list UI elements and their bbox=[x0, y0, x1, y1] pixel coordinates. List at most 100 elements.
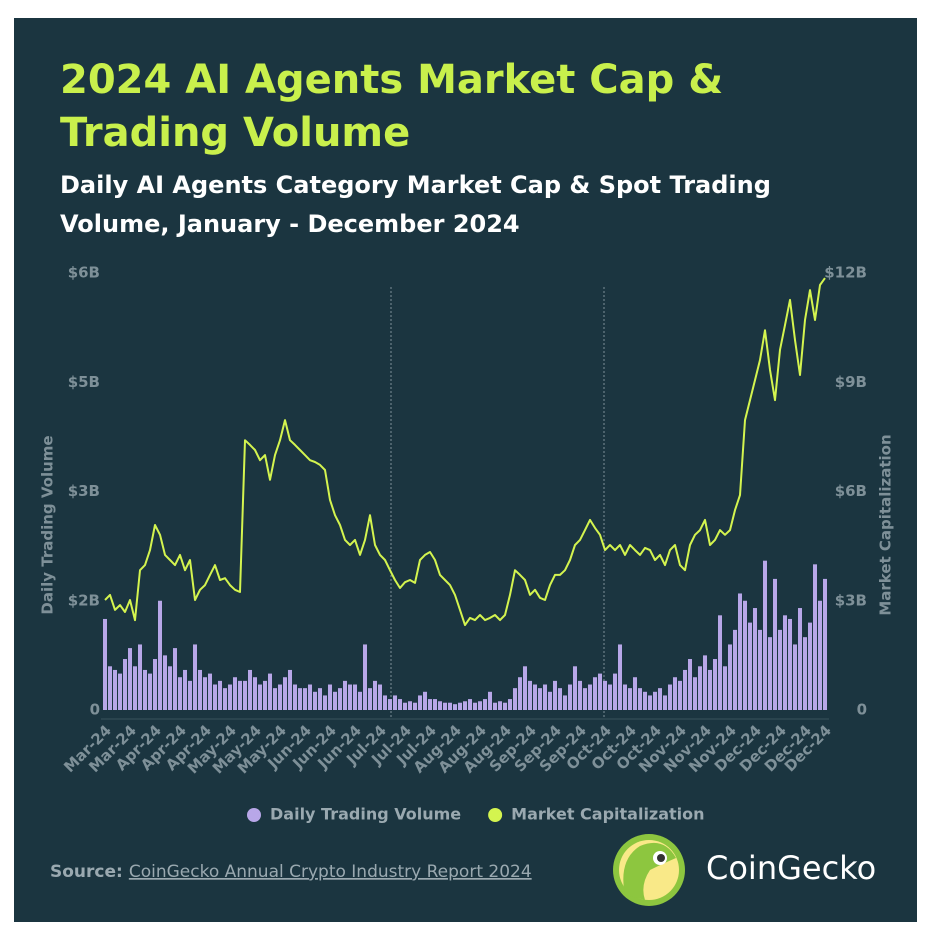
bar bbox=[368, 688, 372, 710]
bar bbox=[303, 688, 307, 710]
bar bbox=[713, 659, 717, 710]
bar bbox=[438, 701, 442, 710]
bar bbox=[293, 684, 297, 710]
bar bbox=[193, 644, 197, 710]
bar bbox=[343, 680, 347, 710]
bar bbox=[593, 677, 597, 710]
bar bbox=[183, 669, 187, 710]
bar bbox=[768, 637, 772, 710]
y-tick-label: $5B bbox=[68, 373, 100, 391]
bar bbox=[188, 680, 192, 710]
bar bbox=[733, 629, 737, 710]
bar bbox=[413, 702, 417, 710]
bar bbox=[238, 680, 242, 710]
bar bbox=[318, 688, 322, 710]
bar bbox=[308, 684, 312, 710]
bar bbox=[213, 684, 217, 710]
bar bbox=[688, 659, 692, 710]
bar bbox=[148, 673, 152, 710]
y2-tick-label: 0 bbox=[857, 701, 867, 719]
y-tick-label: 0 bbox=[90, 701, 100, 719]
bar bbox=[218, 680, 222, 710]
bar bbox=[423, 691, 427, 710]
bar bbox=[108, 666, 112, 710]
bar bbox=[578, 680, 582, 710]
bar bbox=[568, 684, 572, 710]
bar bbox=[758, 629, 762, 710]
bar bbox=[153, 659, 157, 710]
y-tick-label: $6B bbox=[68, 264, 100, 282]
legend-marker bbox=[488, 808, 503, 822]
bar bbox=[128, 648, 132, 710]
bar bbox=[663, 695, 667, 710]
source-link[interactable]: CoinGecko Annual Crypto Industry Report … bbox=[129, 862, 532, 882]
bar bbox=[273, 688, 277, 710]
bar bbox=[253, 677, 257, 710]
bar bbox=[473, 702, 477, 710]
bar bbox=[243, 680, 247, 710]
bar bbox=[323, 695, 327, 710]
bar bbox=[553, 680, 557, 710]
bar bbox=[138, 644, 142, 710]
bar bbox=[283, 677, 287, 710]
bar bbox=[338, 688, 342, 710]
line bbox=[104, 277, 826, 627]
legend-label: Daily Trading Volume bbox=[270, 805, 461, 824]
bar bbox=[483, 699, 487, 710]
bar bbox=[658, 688, 662, 710]
bar bbox=[648, 695, 652, 710]
bar bbox=[728, 644, 732, 710]
bar bbox=[503, 702, 507, 710]
source-label: Source: bbox=[50, 862, 123, 882]
bar bbox=[543, 684, 547, 710]
bar bbox=[668, 684, 672, 710]
bar bbox=[588, 684, 592, 710]
bar bbox=[738, 593, 742, 710]
bar bbox=[508, 699, 512, 710]
bar bbox=[518, 677, 522, 710]
brand: CoinGecko bbox=[706, 849, 876, 887]
bar bbox=[693, 677, 697, 710]
bar bbox=[158, 600, 162, 710]
bar bbox=[363, 644, 367, 710]
bar bbox=[628, 688, 632, 710]
bar bbox=[258, 684, 262, 710]
bar bbox=[263, 680, 267, 710]
bar bbox=[388, 699, 392, 710]
legend-marker bbox=[247, 808, 261, 822]
y2-tick-label: $12B bbox=[824, 264, 867, 282]
bar bbox=[298, 688, 302, 710]
bar bbox=[353, 684, 357, 710]
bar bbox=[208, 673, 212, 710]
logo bbox=[613, 834, 685, 906]
bar bbox=[478, 701, 482, 710]
bar bbox=[753, 608, 757, 710]
y-tick-label: $2B bbox=[68, 591, 100, 609]
source: Source: CoinGecko Annual Crypto Industry … bbox=[50, 862, 532, 882]
bar bbox=[443, 702, 447, 710]
bar bbox=[673, 677, 677, 710]
bar bbox=[133, 666, 137, 710]
y-axis-title: Daily Trading Volume bbox=[39, 435, 57, 614]
bar bbox=[788, 618, 792, 710]
bar bbox=[393, 695, 397, 710]
bar bbox=[433, 699, 437, 710]
bar bbox=[558, 688, 562, 710]
bar bbox=[653, 691, 657, 710]
bar bbox=[638, 688, 642, 710]
bar bbox=[533, 684, 537, 710]
bar bbox=[803, 637, 807, 710]
bar bbox=[528, 680, 532, 710]
bar bbox=[613, 673, 617, 710]
bar bbox=[223, 688, 227, 710]
bar bbox=[268, 673, 272, 710]
bar bbox=[163, 655, 167, 710]
bar bbox=[493, 702, 497, 710]
bar bbox=[448, 702, 452, 710]
bar bbox=[523, 666, 527, 710]
bar bbox=[583, 688, 587, 710]
bar bbox=[203, 677, 207, 710]
bar bbox=[348, 684, 352, 710]
bar bbox=[313, 691, 317, 710]
